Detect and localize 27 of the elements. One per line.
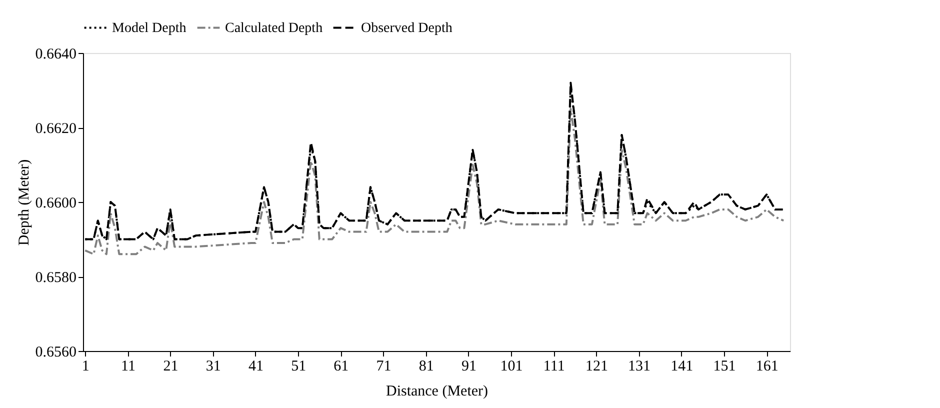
x-tick-label: 61: [334, 358, 349, 374]
legend-label: Observed Depth: [361, 20, 452, 36]
x-tick-label: 81: [418, 358, 434, 374]
x-tick-label: 31: [206, 358, 221, 374]
x-tick-label: 91: [461, 358, 476, 374]
y-tick-label: 0.6640: [35, 46, 76, 62]
x-tick-label: 41: [248, 358, 264, 374]
x-tick-label: 101: [500, 358, 523, 374]
x-tick-label: 51: [291, 358, 306, 374]
x-tick-label: 71: [376, 358, 392, 374]
x-tick-label: 131: [628, 358, 651, 374]
x-tick-label: 161: [756, 358, 778, 374]
x-tick-label: 11: [120, 358, 136, 374]
x-tick-label: 21: [163, 358, 178, 374]
y-tick-label: 0.6580: [35, 270, 76, 286]
legend-label: Model Depth: [112, 20, 186, 36]
y-tick-label: 0.6560: [35, 344, 76, 360]
y-tick-label: 0.6620: [35, 121, 76, 137]
x-tick-label: 121: [585, 358, 608, 374]
x-tick-label: 141: [670, 358, 694, 374]
y-tick-label: 0.6600: [35, 196, 76, 212]
legend-label: Calculated Depth: [225, 20, 323, 36]
x-tick-label: 111: [543, 358, 565, 374]
x-tick-label: 1: [82, 358, 90, 374]
y-axis-title: Depth (Meter): [16, 159, 32, 246]
x-axis-title: Distance (Meter): [386, 384, 488, 400]
x-tick-label: 151: [713, 358, 736, 374]
